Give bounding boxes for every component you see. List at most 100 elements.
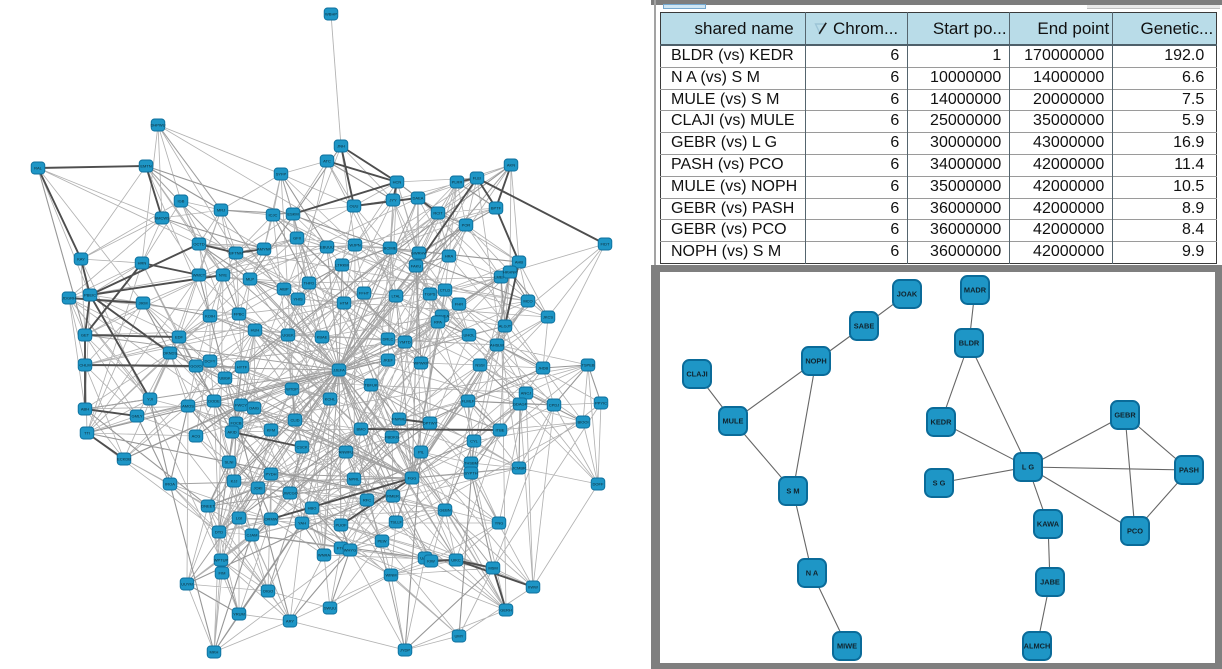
svg-text:YJI: YJI bbox=[147, 397, 153, 402]
svg-text:OAIG: OAIG bbox=[249, 406, 259, 411]
svg-text:GEBN: GEBN bbox=[439, 508, 450, 513]
svg-text:DPTWY: DPTWY bbox=[423, 421, 438, 426]
svg-text:GERH: GERH bbox=[500, 608, 512, 613]
svg-text:BFTNM: BFTNM bbox=[229, 251, 243, 256]
svg-text:NYE: NYE bbox=[219, 273, 228, 278]
svg-text:MIWE: MIWE bbox=[837, 642, 857, 651]
svg-text:CPDJ: CPDJ bbox=[549, 403, 559, 408]
svg-text:BIOOI: BIOOI bbox=[577, 420, 588, 425]
svg-text:KBAE: KBAE bbox=[317, 335, 328, 340]
svg-text:KAY: KAY bbox=[77, 257, 85, 262]
svg-text:ICJC: ICJC bbox=[269, 213, 278, 218]
svg-text:S G: S G bbox=[933, 479, 946, 488]
svg-text:POR: POR bbox=[462, 223, 471, 228]
svg-text:PCO: PCO bbox=[1127, 527, 1143, 536]
svg-text:JNH: JNH bbox=[337, 144, 345, 149]
svg-text:GMLY: GMLY bbox=[131, 414, 142, 419]
svg-text:SYFP: SYFP bbox=[276, 172, 287, 177]
svg-text:WBHP: WBHP bbox=[325, 12, 337, 17]
svg-text:UUYM: UUYM bbox=[181, 582, 193, 587]
svg-text:CLID: CLID bbox=[290, 418, 299, 423]
svg-text:N A: N A bbox=[806, 569, 819, 578]
svg-text:FWCY: FWCY bbox=[235, 403, 247, 408]
svg-text:DAEA: DAEA bbox=[413, 196, 424, 201]
svg-text:OCTD: OCTD bbox=[193, 242, 204, 247]
svg-text:UHOL: UHOL bbox=[463, 333, 475, 338]
svg-text:TSLLF: TSLLF bbox=[390, 520, 403, 525]
svg-text:PUOF: PUOF bbox=[335, 523, 347, 528]
svg-text:SYPTH: SYPTH bbox=[464, 471, 477, 476]
svg-text:KIW: KIW bbox=[427, 559, 435, 564]
svg-text:ATC: ATC bbox=[323, 159, 331, 164]
svg-text:JIKM: JIKM bbox=[138, 301, 147, 306]
svg-text:BPTF: BPTF bbox=[491, 206, 502, 211]
svg-text:JHDB: JHDB bbox=[538, 366, 549, 371]
svg-text:KJJ: KJJ bbox=[231, 479, 238, 484]
svg-text:GET: GET bbox=[81, 333, 90, 338]
svg-text:YHIS: YHIS bbox=[293, 297, 303, 302]
svg-text:L G: L G bbox=[1022, 463, 1034, 472]
svg-text:TGPS: TGPS bbox=[425, 292, 436, 297]
svg-text:ANCJ: ANCJ bbox=[521, 391, 531, 396]
svg-text:FOCB: FOCB bbox=[230, 421, 241, 426]
svg-text:SABE: SABE bbox=[854, 322, 875, 331]
svg-text:FLEI: FLEI bbox=[473, 176, 481, 181]
svg-text:FNPML: FNPML bbox=[392, 417, 406, 422]
svg-text:PIL: PIL bbox=[418, 450, 425, 455]
svg-text:FLMLF: FLMLF bbox=[462, 399, 475, 404]
svg-text:JOAK: JOAK bbox=[897, 290, 918, 299]
svg-text:HTM: HTM bbox=[340, 301, 349, 306]
svg-text:JDGRH: JDGRH bbox=[62, 296, 76, 301]
svg-text:CLAJI: CLAJI bbox=[686, 370, 707, 379]
svg-text:RAL: RAL bbox=[34, 166, 43, 171]
svg-text:YRUM: YRUM bbox=[233, 612, 245, 617]
svg-text:UWCGO: UWCGO bbox=[282, 491, 298, 496]
svg-text:THSBM: THSBM bbox=[464, 461, 478, 466]
svg-text:AKN: AKN bbox=[507, 163, 515, 168]
svg-text:KFM: KFM bbox=[267, 428, 275, 433]
svg-text:ECKDB: ECKDB bbox=[117, 457, 131, 462]
svg-text:WPWKF: WPWKF bbox=[413, 361, 429, 366]
svg-text:AIBP: AIBP bbox=[279, 287, 288, 292]
svg-text:MKH: MKH bbox=[210, 650, 219, 655]
svg-text:CTLD: CTLD bbox=[440, 288, 451, 293]
svg-text:SWUU: SWUU bbox=[324, 606, 336, 611]
svg-text:PBEIC: PBEIC bbox=[84, 293, 96, 298]
svg-text:ITBE: ITBE bbox=[496, 428, 505, 433]
svg-text:BCIME: BCIME bbox=[384, 246, 397, 251]
svg-text:HKHNK: HKHNK bbox=[503, 270, 517, 275]
svg-text:OUU: OUU bbox=[350, 204, 359, 209]
svg-text:MLP: MLP bbox=[246, 277, 255, 282]
svg-text:KOIH: KOIH bbox=[205, 314, 215, 319]
svg-text:LTAL: LTAL bbox=[392, 294, 402, 299]
svg-text:PLRR: PLRR bbox=[452, 180, 463, 185]
svg-text:NMCWS: NMCWS bbox=[154, 216, 170, 221]
svg-text:DNEET: DNEET bbox=[201, 504, 215, 509]
svg-text:AHB: AHB bbox=[515, 260, 524, 265]
svg-text:PASH: PASH bbox=[1179, 466, 1199, 475]
svg-text:KAWA: KAWA bbox=[1037, 520, 1060, 529]
svg-text:GWRHW: GWRHW bbox=[411, 251, 428, 256]
svg-text:PPYIC: PPYIC bbox=[595, 401, 607, 406]
svg-text:AMOS: AMOS bbox=[182, 404, 194, 409]
svg-text:IGB: IGB bbox=[178, 199, 185, 204]
svg-text:RPA: RPA bbox=[434, 320, 442, 325]
svg-text:OIGO: OIGO bbox=[263, 589, 273, 594]
svg-text:ALMCH: ALMCH bbox=[1024, 642, 1051, 651]
svg-text:GOJO: GOJO bbox=[190, 364, 201, 369]
svg-text:MADR: MADR bbox=[964, 286, 987, 295]
svg-text:HYTF: HYTF bbox=[237, 365, 248, 370]
svg-text:MSM: MSM bbox=[488, 566, 497, 571]
svg-text:JYY: JYY bbox=[389, 198, 397, 203]
svg-text:ACG: ACG bbox=[192, 434, 201, 439]
svg-text:HUH: HUH bbox=[251, 328, 260, 333]
svg-text:UMY: UMY bbox=[455, 634, 464, 639]
svg-text:OKNDS: OKNDS bbox=[163, 351, 178, 356]
svg-text:DODE: DODE bbox=[208, 399, 220, 404]
svg-text:JKCS: JKCS bbox=[543, 315, 554, 320]
svg-text:UIKC: UIKC bbox=[451, 558, 461, 563]
svg-text:IROA: IROA bbox=[165, 482, 175, 487]
svg-text:WINM: WINM bbox=[385, 573, 396, 578]
svg-text:TBFUK: TBFUK bbox=[364, 383, 377, 388]
svg-text:HBO: HBO bbox=[308, 506, 317, 511]
